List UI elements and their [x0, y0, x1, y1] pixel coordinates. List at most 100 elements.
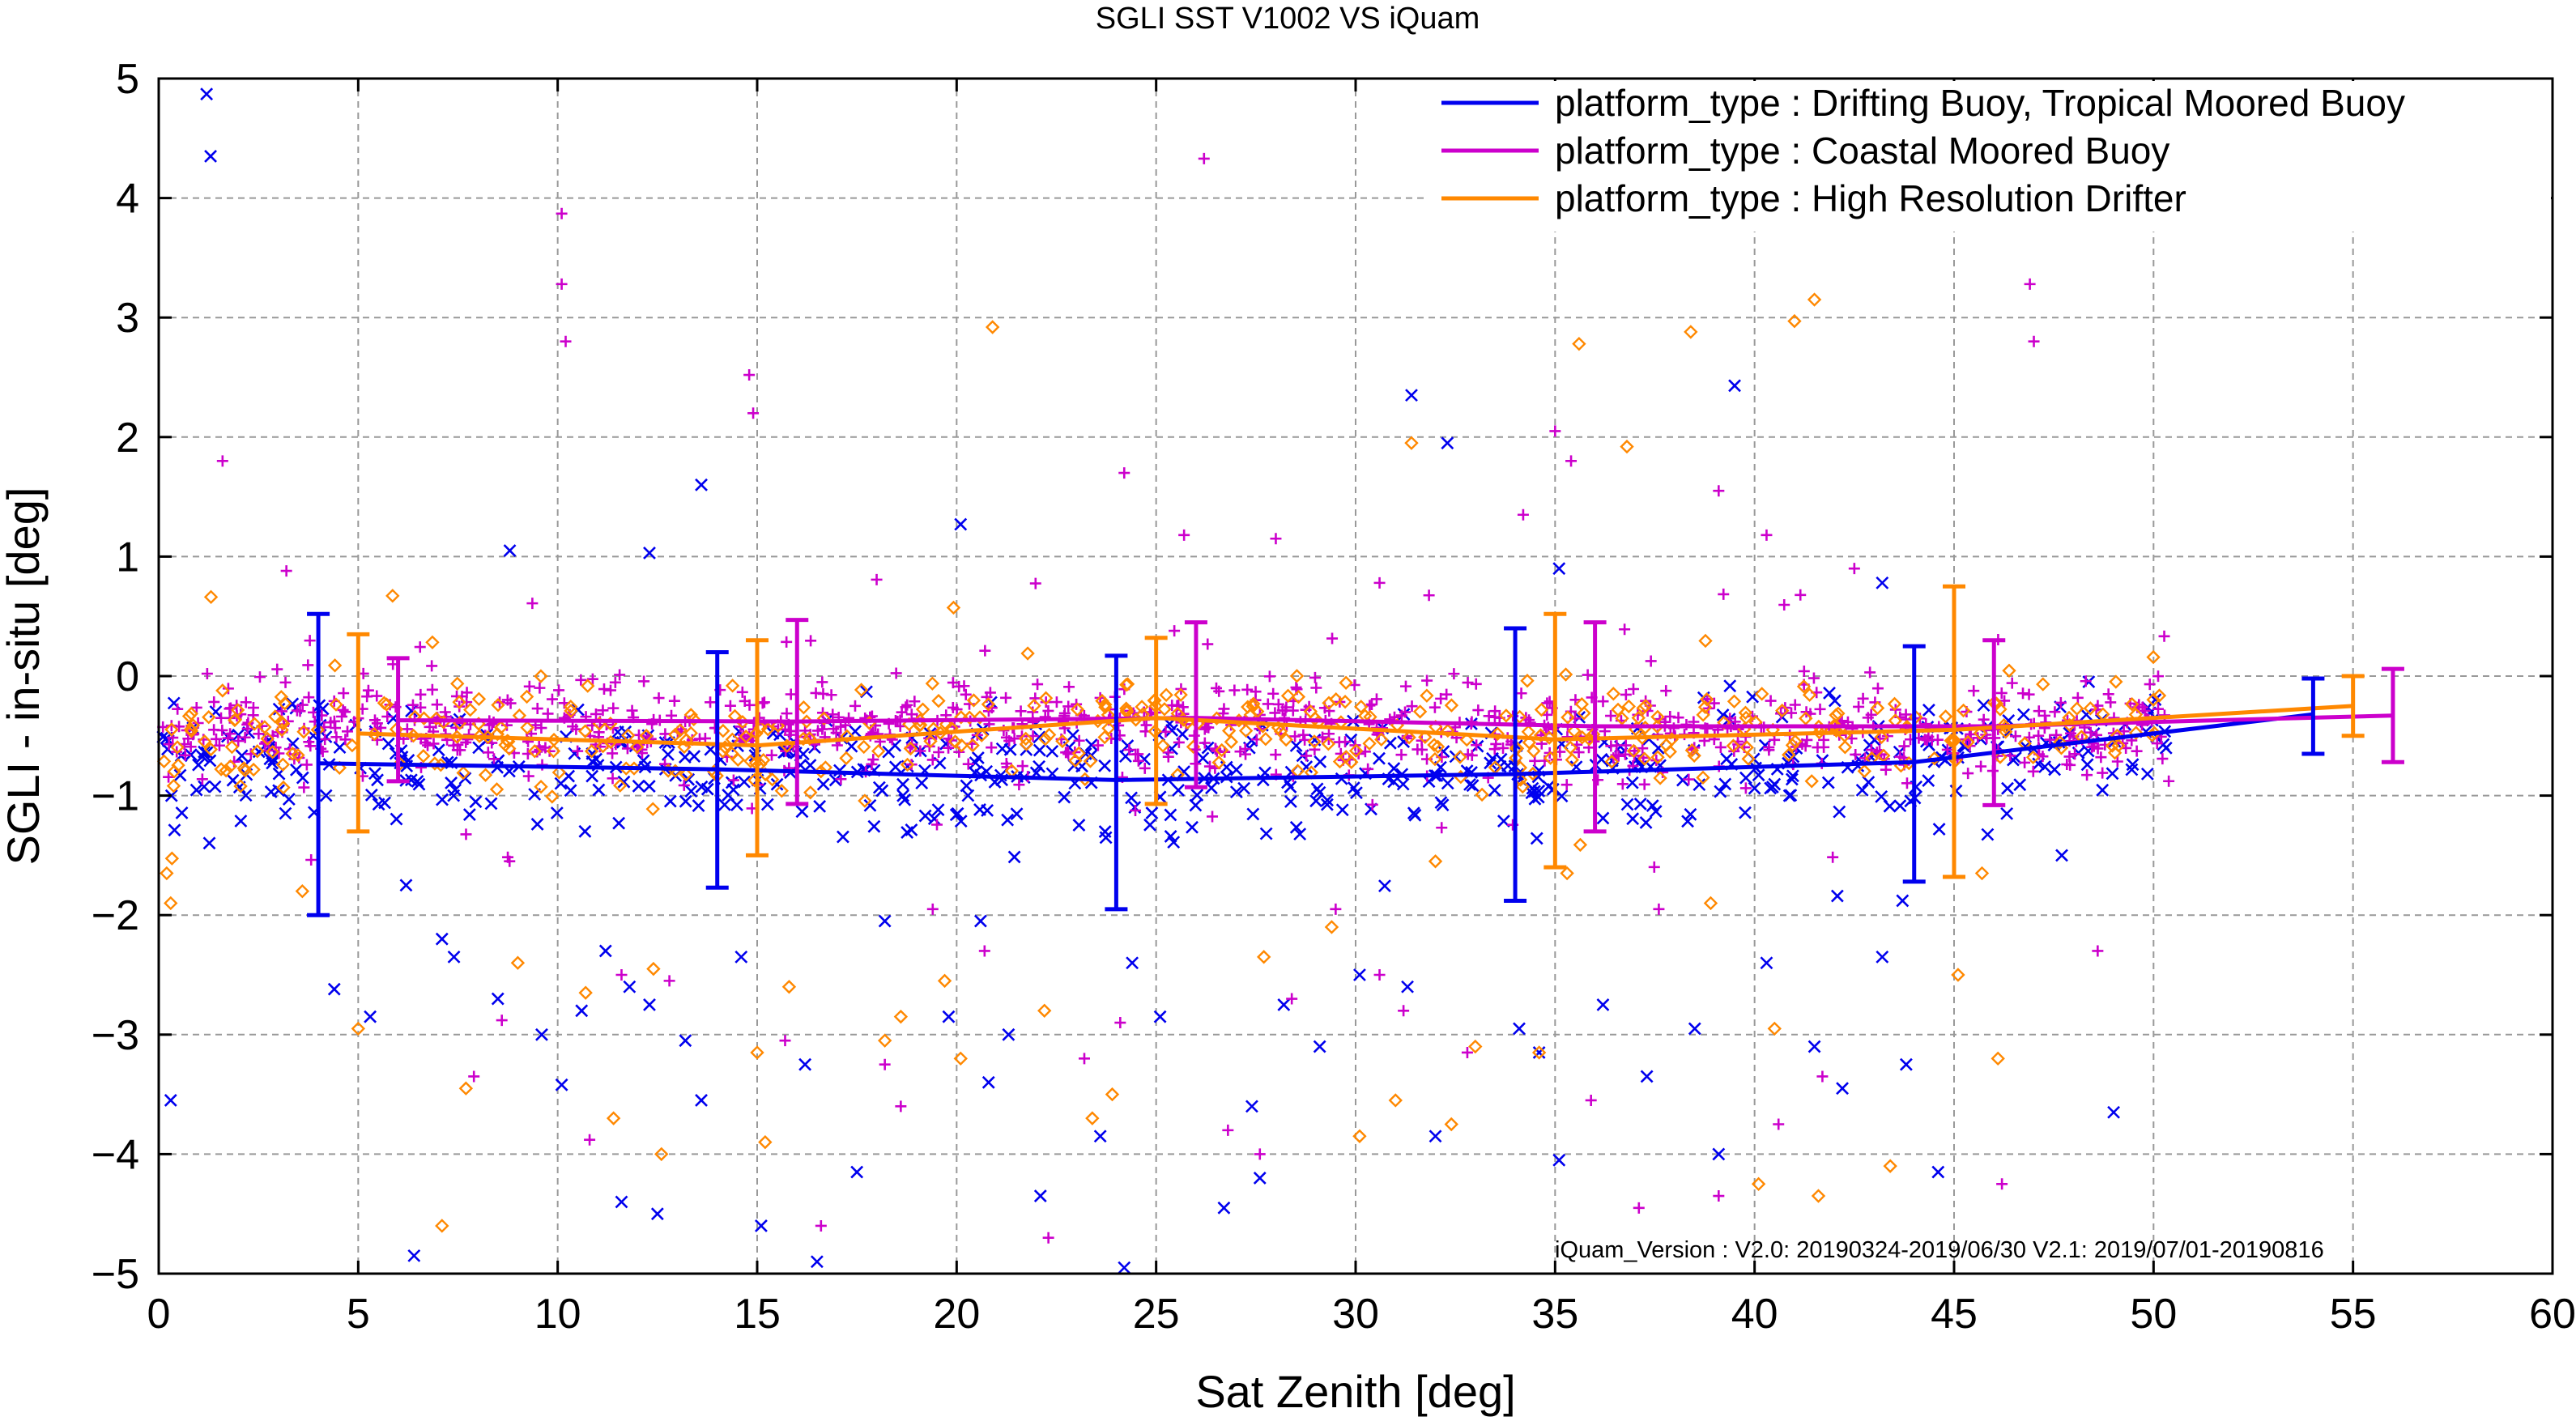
coastal-buoy-point — [1818, 741, 1830, 753]
high-resolution-drifter-point — [931, 693, 946, 708]
coastal-buoy-point — [1633, 1202, 1645, 1214]
high-resolution-drifter-point — [527, 744, 543, 759]
coastal-buoy-point — [1000, 691, 1012, 704]
high-resolution-drifter-point — [1577, 706, 1591, 721]
high-resolution-drifter-point — [345, 738, 360, 753]
high-resolution-drifter-point — [1534, 702, 1549, 717]
high-resolution-drifter-point — [1558, 667, 1573, 682]
coastal-buoy-point — [1160, 725, 1172, 738]
high-resolution-drifter-point — [1615, 711, 1629, 725]
coastal-buoy-point — [2044, 734, 2056, 746]
high-resolution-drifter-point — [1522, 735, 1537, 750]
coastal-buoy-point — [2095, 751, 2107, 764]
high-resolution-drifter-point — [170, 740, 185, 755]
coastal-buoy-point — [810, 687, 822, 699]
high-resolution-drifter-point — [407, 709, 423, 725]
coastal-buoy-point — [2028, 335, 2040, 347]
coastal-buoy-point — [1898, 740, 1910, 752]
coastal-buoy-point — [1996, 1178, 2008, 1190]
coastal-buoy-point — [1713, 1190, 1725, 1202]
high-resolution-drifter-point — [1214, 742, 1229, 758]
high-resolution-drifter-point — [1663, 744, 1677, 759]
high-resolution-drifter-point — [478, 768, 493, 782]
mean-line-series-0 — [318, 712, 2314, 782]
coastal-buoy-point — [1399, 706, 1411, 718]
x-tick-label: 35 — [1531, 1291, 1578, 1338]
high-resolution-drifter-point — [1857, 764, 1872, 779]
high-resolution-drifter-point — [433, 758, 449, 772]
coastal-buoy-point — [1801, 734, 1813, 746]
drifting-buoy-point — [432, 743, 445, 757]
high-resolution-drifter-point — [379, 697, 394, 712]
drifting-buoy-point — [684, 785, 698, 798]
coastal-buoy-point — [542, 708, 554, 720]
y-tick-label: 3 — [116, 295, 139, 342]
coastal-buoy-point — [163, 771, 175, 783]
coastal-buoy-point — [460, 828, 472, 840]
coastal-buoy-point — [926, 903, 939, 915]
outlier-series-2 — [160, 292, 2005, 1233]
high-resolution-drifter-point — [164, 851, 180, 866]
coastal-buoy-point — [560, 335, 572, 347]
coastal-buoy-point — [1515, 687, 1527, 700]
drifting-buoy-point — [1633, 798, 1647, 810]
coastal-buoy-point — [304, 635, 316, 647]
x-tick-label: 55 — [2330, 1291, 2377, 1338]
coastal-buoy-point — [901, 699, 913, 711]
drifting-buoy-point — [1058, 790, 1071, 804]
drifting-buoy-point — [364, 788, 378, 802]
coastal-buoy-point — [1317, 731, 1329, 743]
drifting-buoy-point — [272, 702, 286, 716]
drifting-buoy-point — [1862, 776, 1876, 789]
drifting-buoy-point — [1646, 799, 1659, 812]
high-resolution-drifter-point — [1324, 920, 1339, 934]
high-resolution-drifter-point — [962, 710, 977, 725]
high-resolution-drifter-point — [462, 702, 478, 717]
high-resolution-drifter-point — [1159, 687, 1173, 703]
coastal-buoy-point — [743, 699, 756, 711]
high-resolution-drifter-point — [1157, 702, 1172, 717]
high-resolution-drifter-point — [1802, 687, 1817, 702]
coastal-buoy-point — [815, 1219, 827, 1232]
coastal-buoy-point — [663, 975, 675, 987]
drifting-buoy-point — [612, 816, 626, 830]
coastal-buoy-point — [1683, 773, 1695, 785]
x-axis-label: Sat Zenith [deg] — [1195, 1366, 1515, 1417]
drifting-buoy-point — [1165, 723, 1179, 737]
coastal-buoy-point — [305, 854, 317, 866]
high-resolution-drifter-point — [2152, 688, 2167, 703]
drifting-buoy-point — [2126, 758, 2140, 772]
y-tick-label: −2 — [92, 892, 139, 939]
high-resolution-drifter-point — [1727, 694, 1742, 709]
coastal-buoy-point — [1270, 533, 1282, 545]
drifting-buoy-point — [1786, 769, 1799, 783]
drifting-buoy-point — [770, 777, 784, 791]
high-resolution-drifter-point — [673, 723, 688, 738]
coastal-buoy-point — [172, 703, 184, 715]
coastal-buoy-point — [1373, 969, 1386, 981]
high-resolution-drifter-point — [1560, 866, 1574, 881]
drifting-buoy-point — [290, 763, 303, 776]
coastal-buoy-point — [330, 731, 343, 743]
drifting-buoy-point — [1542, 780, 1556, 793]
high-resolution-drifter-point — [1289, 669, 1305, 683]
coastal-buoy-point — [933, 747, 945, 759]
high-resolution-drifter-point — [1444, 698, 1459, 713]
drifting-buoy-point — [2080, 758, 2094, 772]
drifting-buoy-point — [810, 1255, 824, 1269]
high-resolution-drifter-point — [915, 702, 930, 717]
coastal-buoy-point — [296, 699, 309, 711]
drifting-buoy-point — [1896, 894, 1910, 908]
drifting-buoy-point — [863, 798, 877, 812]
high-resolution-drifter-point — [1637, 751, 1652, 766]
drifting-buoy-point — [503, 544, 517, 557]
drifting-buoy-point — [755, 1219, 768, 1232]
drifting-buoy-point — [173, 768, 187, 782]
drifting-buoy-point — [436, 793, 449, 806]
high-resolution-drifter-point — [2109, 674, 2123, 689]
drifting-buoy-point — [1434, 796, 1448, 810]
drifting-buoy-point — [168, 823, 181, 837]
scatter-points — [156, 87, 2175, 1274]
coastal-buoy-point — [1250, 686, 1262, 698]
